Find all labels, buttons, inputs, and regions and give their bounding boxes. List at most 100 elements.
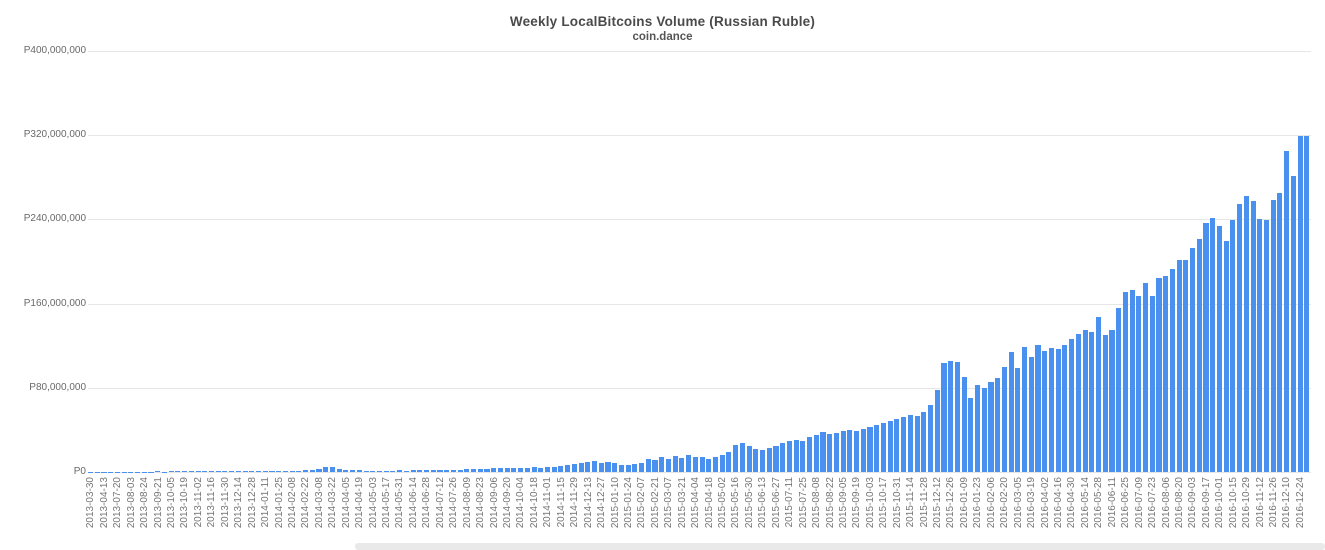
bar[interactable] bbox=[1203, 223, 1209, 472]
bar[interactable] bbox=[840, 431, 846, 472]
bar[interactable] bbox=[551, 466, 557, 472]
bar[interactable] bbox=[766, 448, 772, 472]
bar[interactable] bbox=[1129, 289, 1135, 472]
bar[interactable] bbox=[699, 457, 705, 472]
bar[interactable] bbox=[1109, 329, 1115, 472]
bar[interactable] bbox=[175, 471, 181, 472]
bar[interactable] bbox=[1089, 331, 1095, 472]
bar[interactable] bbox=[229, 471, 235, 472]
bar[interactable] bbox=[612, 463, 618, 472]
bar[interactable] bbox=[1022, 346, 1028, 472]
bar[interactable] bbox=[450, 469, 456, 472]
bar[interactable] bbox=[88, 471, 94, 472]
bar[interactable] bbox=[739, 443, 745, 472]
bar[interactable] bbox=[1028, 356, 1034, 472]
bar[interactable] bbox=[1243, 196, 1249, 472]
bar[interactable] bbox=[417, 470, 423, 472]
bar[interactable] bbox=[874, 425, 880, 472]
bar[interactable] bbox=[961, 376, 967, 472]
bar[interactable] bbox=[652, 460, 658, 472]
bar[interactable] bbox=[1190, 248, 1196, 472]
bar[interactable] bbox=[988, 381, 994, 472]
bar[interactable] bbox=[457, 469, 463, 472]
bar[interactable] bbox=[773, 445, 779, 472]
bar[interactable] bbox=[672, 456, 678, 472]
bar[interactable] bbox=[786, 440, 792, 472]
bar[interactable] bbox=[235, 471, 241, 472]
bar[interactable] bbox=[114, 471, 120, 472]
bar[interactable] bbox=[1149, 295, 1155, 472]
bar[interactable] bbox=[1216, 226, 1223, 472]
bar[interactable] bbox=[800, 440, 806, 472]
bar[interactable] bbox=[101, 471, 107, 472]
bar[interactable] bbox=[1048, 348, 1055, 472]
bar[interactable] bbox=[208, 471, 215, 472]
bar[interactable] bbox=[907, 415, 913, 472]
bar[interactable] bbox=[659, 456, 665, 472]
bar[interactable] bbox=[282, 470, 288, 472]
bar[interactable] bbox=[464, 469, 470, 472]
bar[interactable] bbox=[309, 469, 315, 472]
bar[interactable] bbox=[531, 467, 537, 472]
bar[interactable] bbox=[195, 471, 201, 472]
bar[interactable] bbox=[1210, 218, 1216, 472]
bar[interactable] bbox=[511, 467, 517, 472]
bar[interactable] bbox=[887, 421, 893, 472]
bar[interactable] bbox=[639, 462, 645, 472]
bar[interactable] bbox=[390, 470, 396, 472]
bar[interactable] bbox=[941, 362, 947, 472]
bar[interactable] bbox=[289, 470, 295, 472]
bar[interactable] bbox=[155, 471, 161, 472]
bar[interactable] bbox=[1297, 136, 1303, 472]
bar[interactable] bbox=[262, 470, 268, 472]
bar[interactable] bbox=[188, 471, 194, 472]
bar[interactable] bbox=[363, 470, 369, 472]
bar[interactable] bbox=[1223, 240, 1229, 472]
bar[interactable] bbox=[665, 458, 671, 472]
bar[interactable] bbox=[437, 470, 443, 472]
bar[interactable] bbox=[255, 470, 262, 472]
bar[interactable] bbox=[504, 468, 510, 472]
bar[interactable] bbox=[927, 405, 934, 472]
bar[interactable] bbox=[894, 419, 900, 472]
bar[interactable] bbox=[276, 470, 282, 472]
bar[interactable] bbox=[954, 361, 960, 472]
bar[interactable] bbox=[618, 464, 624, 472]
bar[interactable] bbox=[706, 458, 712, 472]
bar[interactable] bbox=[1116, 308, 1122, 472]
bar[interactable] bbox=[343, 469, 349, 472]
bar[interactable] bbox=[712, 456, 719, 472]
bar[interactable] bbox=[1102, 334, 1108, 472]
bar[interactable] bbox=[1230, 219, 1236, 472]
bar[interactable] bbox=[759, 449, 766, 472]
bar[interactable] bbox=[538, 467, 544, 472]
bar[interactable] bbox=[410, 470, 416, 472]
bar[interactable] bbox=[867, 427, 873, 472]
bar[interactable] bbox=[370, 470, 376, 472]
bar[interactable] bbox=[215, 471, 221, 472]
bar[interactable] bbox=[423, 470, 430, 472]
bar[interactable] bbox=[497, 468, 503, 472]
bar[interactable] bbox=[686, 455, 692, 472]
bar[interactable] bbox=[968, 398, 974, 472]
bar[interactable] bbox=[1015, 368, 1021, 472]
bar[interactable] bbox=[598, 462, 604, 472]
bar[interactable] bbox=[820, 431, 826, 472]
bar[interactable] bbox=[1143, 283, 1149, 472]
bar[interactable] bbox=[296, 470, 302, 472]
bar[interactable] bbox=[1163, 276, 1169, 472]
bar[interactable] bbox=[303, 470, 309, 472]
bar[interactable] bbox=[1284, 151, 1290, 472]
bar[interactable] bbox=[995, 378, 1001, 472]
horizontal-scrollbar[interactable] bbox=[355, 543, 1325, 550]
bar[interactable] bbox=[833, 433, 839, 472]
bar[interactable] bbox=[168, 471, 174, 472]
bar[interactable] bbox=[544, 466, 551, 472]
bar[interactable] bbox=[323, 466, 329, 472]
bar[interactable] bbox=[350, 470, 356, 472]
bar[interactable] bbox=[471, 469, 477, 472]
bar[interactable] bbox=[1250, 201, 1256, 472]
bar[interactable] bbox=[484, 468, 490, 472]
bar[interactable] bbox=[1062, 344, 1068, 472]
bar[interactable] bbox=[249, 471, 255, 472]
